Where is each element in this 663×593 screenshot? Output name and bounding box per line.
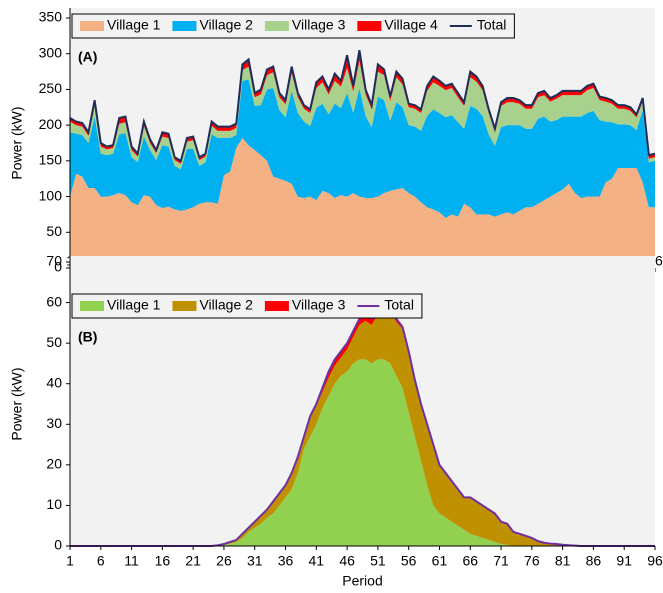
area xyxy=(70,359,655,546)
y-axis-label: Power (kW) xyxy=(9,367,25,440)
y-tick-label: 200 xyxy=(39,116,63,132)
area xyxy=(70,60,655,170)
y-tick-label: 100 xyxy=(39,187,63,203)
area xyxy=(70,138,655,268)
y-tick-label: 0 xyxy=(54,259,62,275)
x-tick-label: 36 xyxy=(278,553,294,569)
area xyxy=(70,310,655,546)
legend-label: Village 3 xyxy=(292,297,346,313)
panel: 0501001502002503003501611162126313641465… xyxy=(9,8,663,275)
x-tick-label: 81 xyxy=(555,553,571,569)
y-axis-label: Power (kW) xyxy=(9,106,25,179)
x-tick-label: 16 xyxy=(155,553,171,569)
legend-swatch xyxy=(264,21,289,31)
legend-label: Village 3 xyxy=(292,17,346,33)
x-tick-label: 76 xyxy=(524,553,540,569)
x-tick-label: 41 xyxy=(309,553,325,569)
legend-label: Village 1 xyxy=(107,297,161,313)
x-tick-label: 31 xyxy=(247,553,263,569)
x-tick-label: 46 xyxy=(339,553,355,569)
x-tick-label: 71 xyxy=(493,553,509,569)
y-tick-label: 350 xyxy=(39,9,63,25)
x-axis-label: Period xyxy=(342,573,382,589)
legend: Village 1 Village 2 Village 3 Total xyxy=(71,293,423,319)
legend-label: Total xyxy=(477,17,507,33)
legend-label: Village 4 xyxy=(384,17,438,33)
x-tick-label: 61 xyxy=(432,553,448,569)
x-tick-label: 11 xyxy=(124,553,139,569)
x-tick-label: 91 xyxy=(616,553,632,569)
legend-swatch xyxy=(80,301,104,311)
x-tick-label: 86 xyxy=(586,553,602,569)
y-tick-label: 20 xyxy=(46,456,62,472)
legend-box xyxy=(71,13,515,39)
legend-label: Village 2 xyxy=(199,297,253,313)
y-tick-label: 10 xyxy=(46,496,62,512)
x-tick-label: 26 xyxy=(216,553,232,569)
legend-label: Village 2 xyxy=(199,17,253,33)
y-tick-label: 150 xyxy=(39,152,63,168)
y-tick-label: 30 xyxy=(46,415,62,431)
legend-swatch xyxy=(172,301,197,311)
y-tick-label: 70 xyxy=(46,253,62,269)
y-tick-label: 60 xyxy=(46,293,62,309)
legend-swatch xyxy=(80,21,104,31)
x-tick-label: 21 xyxy=(185,553,201,569)
legend: Village 1 Village 2 Village 3 Village 4 Tota… xyxy=(71,13,515,39)
x-tick-label: 96 xyxy=(647,553,663,569)
area xyxy=(70,79,655,218)
y-tick-label: 300 xyxy=(39,44,63,60)
x-tick-label: 6 xyxy=(97,553,105,569)
legend-swatch xyxy=(357,21,382,31)
y-tick-label: 40 xyxy=(46,374,62,390)
x-tick-label: 1 xyxy=(66,553,74,569)
y-tick-label: 50 xyxy=(46,334,62,350)
legend-swatch xyxy=(172,21,197,31)
annotation: (B) xyxy=(78,329,97,345)
legend-label: Village 1 xyxy=(107,17,161,33)
x-tick-label: 51 xyxy=(370,553,386,569)
x-tick-label: 66 xyxy=(462,553,478,569)
annotation: (A) xyxy=(78,49,97,65)
total-line xyxy=(69,49,656,163)
y-tick-label: 50 xyxy=(46,223,62,239)
y-tick-label: 0 xyxy=(54,537,62,553)
legend-swatch xyxy=(264,301,289,311)
y-tick-label: 250 xyxy=(39,80,63,96)
x-tick-label: 56 xyxy=(401,553,417,569)
legend-label: Total xyxy=(384,297,414,313)
